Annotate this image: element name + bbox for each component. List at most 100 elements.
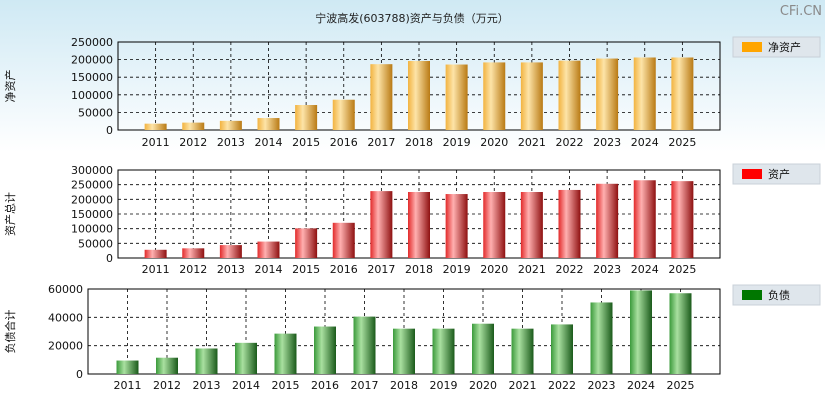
net-xtick-label: 2019 [443,136,471,149]
liab-xtick-label: 2012 [153,379,181,392]
assets-ytick-label: 300000 [71,164,113,177]
liab-ytick-label: 60000 [48,283,83,296]
net-ytick-label: 0 [106,124,113,137]
assets-xtick-label: 2012 [179,263,207,276]
assets-bar-2020 [483,192,506,258]
assets-legend-swatch [742,169,762,179]
net-legend-label: 净资产 [768,40,801,54]
liab-xtick-label: 2011 [114,379,142,392]
net-panel: 0 50000 100000 150000 200000 250000 2011 2012 20… [3,36,821,149]
liab-bar-2020 [472,323,494,374]
assets-y-axis-label: 资产总计 [3,192,17,236]
net-xtick-label: 2022 [556,136,584,149]
net-bar-2014 [257,118,280,130]
net-xtick-label: 2020 [480,136,508,149]
liab-bar-2023 [590,302,613,374]
net-bar-2021 [520,62,543,130]
net-xtick-label: 2017 [367,136,395,149]
assets-bar-2023 [596,183,619,258]
liab-xtick-label: 2017 [351,379,379,392]
assets-ytick-label: 150000 [71,208,113,221]
net-ytick-label: 150000 [71,71,113,84]
liab-xtick-label: 2018 [390,379,418,392]
liab-xtick-label: 2024 [627,379,655,392]
liab-xtick-label: 2016 [311,379,339,392]
net-y-axis-label: 净资产 [3,70,17,103]
net-xtick-label: 2025 [668,136,696,149]
liab-bar-2017 [353,316,376,374]
liab-xtick-label: 2015 [272,379,300,392]
assets-bar-2025 [671,181,694,258]
assets-ytick-label: 0 [106,252,113,265]
liab-xtick-label: 2014 [232,379,260,392]
assets-xtick-label: 2018 [405,263,433,276]
assets-bar-2016 [332,222,355,258]
liab-bar-2011 [116,360,139,374]
net-bar-2024 [633,57,656,130]
liab-xtick-label: 2022 [548,379,576,392]
net-bar-2022 [558,60,581,130]
net-xtick-label: 2018 [405,136,433,149]
net-bar-2011 [144,123,167,130]
liab-legend-swatch [742,290,762,300]
assets-ytick-label: 100000 [71,223,113,236]
net-bar-2019 [445,64,468,130]
liab-bar-2014 [235,342,257,374]
net-bar-2016 [332,99,355,130]
assets-xtick-label: 2024 [631,263,659,276]
assets-xtick-label: 2022 [556,263,584,276]
net-xtick-label: 2013 [217,136,245,149]
assets-xtick-label: 2016 [330,263,358,276]
assets-xtick-label: 2017 [367,263,395,276]
liab-bar-2013 [195,348,218,374]
assets-xtick-label: 2025 [668,263,696,276]
net-ytick-label: 200000 [71,54,113,67]
liab-xtick-label: 2013 [193,379,221,392]
liab-bar-2012 [156,357,178,374]
assets-xtick-label: 2023 [593,263,621,276]
assets-bar-2015 [295,228,318,258]
assets-ytick-label: 200000 [71,193,113,206]
assets-legend-label: 资产 [768,167,790,181]
assets-xtick-label: 2013 [217,263,245,276]
assets-xtick-label: 2019 [443,263,471,276]
net-ytick-label: 50000 [78,106,113,119]
net-ytick-label: 100000 [71,89,113,102]
liab-xtick-label: 2021 [509,379,537,392]
net-bar-2012 [182,122,205,130]
net-legend-swatch [742,42,762,52]
liab-ytick-label: 0 [76,368,83,381]
liab-xtick-label: 2020 [469,379,497,392]
assets-xtick-label: 2014 [255,263,283,276]
assets-bar-2019 [445,194,468,258]
liab-xtick-label: 2025 [667,379,695,392]
net-bar-2023 [596,58,619,130]
liab-bar-2021 [511,328,534,374]
assets-bar-2022 [558,189,581,258]
liab-panel: 0 20000 40000 60000 2011 2012 2013 2014 2015 2016… [3,283,821,392]
net-ytick-label: 250000 [71,36,113,49]
net-xtick-label: 2021 [518,136,546,149]
assets-bar-2012 [182,248,205,258]
liab-bar-2024 [630,290,652,374]
chart-title: 宁波高发(603788)资产与负债（万元） [315,11,509,25]
net-bar-2013 [219,120,242,130]
assets-xtick-label: 2021 [518,263,546,276]
liab-legend-label: 负债 [768,288,790,302]
assets-bar-2021 [520,192,543,258]
assets-bar-2011 [144,249,167,258]
net-xtick-label: 2023 [593,136,621,149]
net-bar-2025 [671,57,694,130]
assets-ytick-label: 50000 [78,237,113,250]
net-xtick-label: 2024 [631,136,659,149]
assets-xtick-label: 2020 [480,263,508,276]
liab-ytick-label: 20000 [48,340,83,353]
assets-bar-2017 [370,191,393,258]
assets-bar-2014 [257,241,280,258]
liab-y-axis-label: 负债合计 [3,310,17,354]
assets-xtick-label: 2011 [142,263,170,276]
liab-bar-2019 [432,328,455,374]
liab-bar-2022 [551,324,573,374]
assets-bar-2013 [219,245,242,258]
